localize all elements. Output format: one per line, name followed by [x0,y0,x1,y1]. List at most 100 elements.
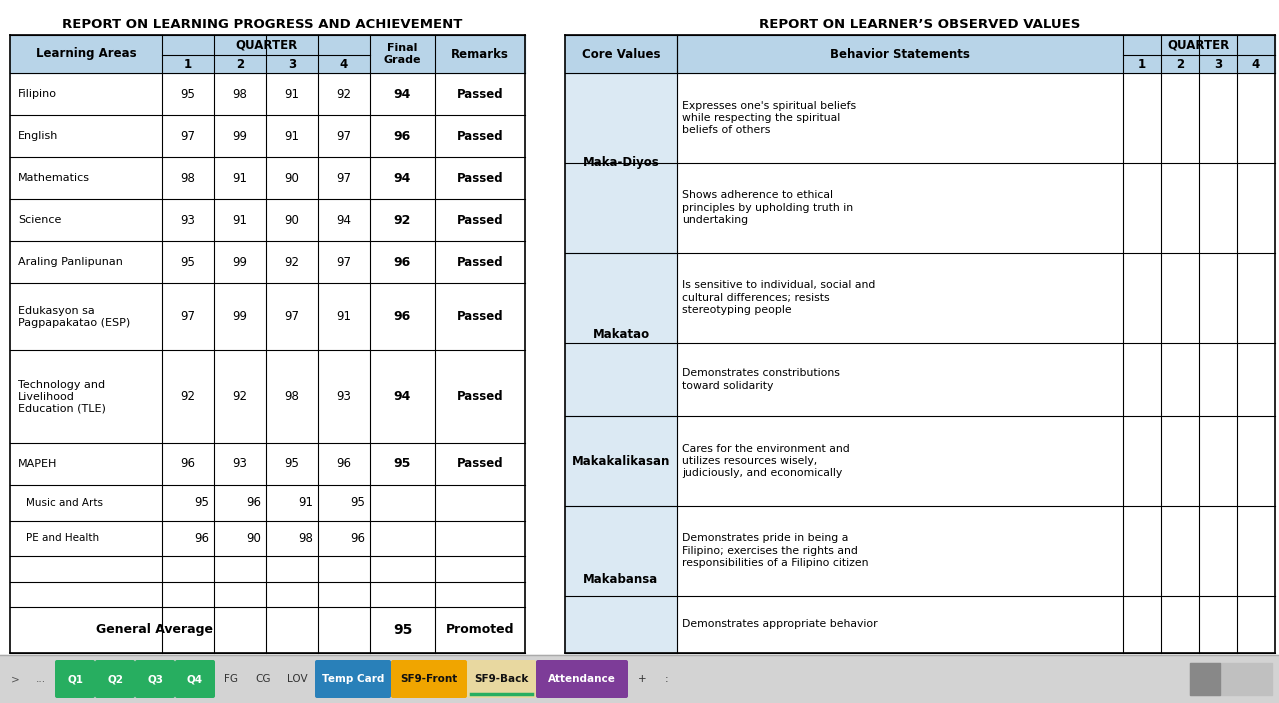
Text: 96: 96 [246,496,261,509]
Text: 94: 94 [394,390,411,403]
Text: CG: CG [256,674,271,684]
Text: 98: 98 [298,532,313,545]
Text: 94: 94 [394,172,411,185]
Bar [10,157,524,199]
Text: Technology and
Livelihood
Education (TLE): Technology and Livelihood Education (TLE… [18,380,106,413]
Text: Final
Grade: Final Grade [384,43,421,65]
Text: Science: Science [18,215,61,225]
Text: QUARTER: QUARTER [235,39,297,51]
Bar [10,443,524,485]
Text: Cares for the environment and
utilizes resources wisely,
judiciously, and econom: Cares for the environment and utilizes r… [682,444,849,479]
FancyBboxPatch shape [315,660,391,698]
Text: Shows adherence to ethical
principles by upholding truth in
undertaking: Shows adherence to ethical principles by… [682,191,853,225]
Text: Core Values: Core Values [582,48,660,60]
Text: 92: 92 [336,87,352,101]
FancyBboxPatch shape [136,660,175,698]
FancyBboxPatch shape [467,660,536,698]
Bar [565,73,677,252]
Text: Passed: Passed [457,129,504,143]
Text: 2: 2 [1175,58,1184,70]
Text: Demonstrates appropriate behavior: Demonstrates appropriate behavior [682,619,877,629]
Text: Passed: Passed [457,214,504,226]
Text: SF9-Back: SF9-Back [475,674,528,684]
Bar [10,607,524,653]
Bar [565,252,677,416]
Text: 4: 4 [1252,58,1260,70]
Text: 96: 96 [350,532,365,545]
Text: 99: 99 [233,129,248,143]
Text: MAPEH: MAPEH [18,459,58,469]
Text: 97: 97 [284,310,299,323]
Bar [10,485,524,521]
Text: 99: 99 [233,310,248,323]
Text: 1: 1 [184,58,192,70]
Text: 96: 96 [394,129,411,143]
FancyBboxPatch shape [391,660,467,698]
Bar [10,283,524,350]
Bar [10,241,524,283]
Text: 3: 3 [288,58,295,70]
Text: General Average: General Average [96,624,212,636]
Text: 92: 92 [284,256,299,269]
Bar [10,350,524,443]
Bar [565,73,1275,163]
Text: 93: 93 [336,390,352,403]
Text: 92: 92 [180,390,196,403]
Text: 95: 95 [180,256,196,269]
Text: FG: FG [224,674,238,684]
Text: Q1: Q1 [67,674,83,684]
Text: Passed: Passed [457,310,504,323]
Bar [565,416,677,506]
Text: Behavior Statements: Behavior Statements [830,48,969,60]
Text: 90: 90 [284,172,299,185]
Text: 97: 97 [180,129,196,143]
Text: 91: 91 [284,87,299,101]
Text: Passed: Passed [457,458,504,470]
Text: 93: 93 [233,458,247,470]
Text: 95: 95 [180,87,196,101]
Bar [565,506,1275,596]
Text: 99: 99 [233,256,248,269]
Text: Demonstrates constributions
toward solidarity: Demonstrates constributions toward solid… [682,368,840,391]
Text: Mathematics: Mathematics [18,173,90,183]
FancyBboxPatch shape [55,660,95,698]
Text: 1: 1 [1138,58,1146,70]
Bar [10,521,524,556]
Text: Promoted: Promoted [446,624,514,636]
Text: Temp Card: Temp Card [322,674,384,684]
Text: 91: 91 [233,172,248,185]
Text: 97: 97 [336,256,352,269]
Text: 98: 98 [284,390,299,403]
Bar [10,73,524,115]
Text: :: : [665,674,669,684]
Text: English: English [18,131,59,141]
Text: 97: 97 [336,172,352,185]
Text: REPORT ON LEARNING PROGRESS AND ACHIEVEMENT: REPORT ON LEARNING PROGRESS AND ACHIEVEM… [61,18,462,31]
Text: 96: 96 [194,532,208,545]
Text: 90: 90 [284,214,299,226]
Text: Demonstrates pride in being a
Filipino; exercises the rights and
responsibilitie: Demonstrates pride in being a Filipino; … [682,534,868,568]
Bar [565,163,1275,252]
Bar [565,252,1275,342]
Text: 96: 96 [394,310,411,323]
Bar [10,581,524,607]
Text: Maka-Diyos: Maka-Diyos [583,156,660,169]
Text: 4: 4 [340,58,348,70]
Text: 92: 92 [394,214,411,226]
Bar [565,342,1275,416]
Text: 96: 96 [336,458,352,470]
Text: 92: 92 [233,390,248,403]
Text: QUARTER: QUARTER [1168,39,1230,51]
Text: 2: 2 [235,58,244,70]
Bar [10,115,524,157]
Text: Q4: Q4 [187,674,203,684]
Text: Music and Arts: Music and Arts [26,498,104,508]
Text: Filipino: Filipino [18,89,58,99]
Text: 90: 90 [246,532,261,545]
Text: Passed: Passed [457,256,504,269]
Text: 95: 95 [394,458,411,470]
Text: Edukasyon sa
Pagpapakatao (ESP): Edukasyon sa Pagpapakatao (ESP) [18,306,130,328]
Text: Makabansa: Makabansa [583,573,659,586]
Bar [565,416,1275,506]
Bar [10,35,524,73]
